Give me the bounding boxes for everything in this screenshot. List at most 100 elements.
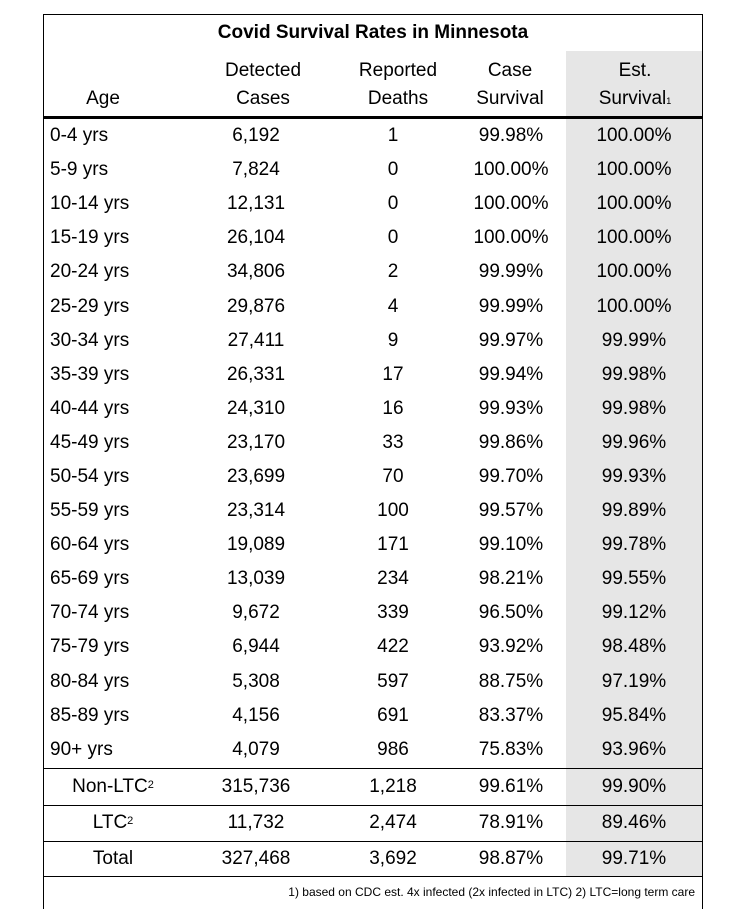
- table-row: 45-49 yrs 23,170 33 99.86% 99.96%: [43, 426, 703, 460]
- est-survival-cell: 98.48%: [601, 636, 667, 658]
- cases-cell: 4,156: [232, 704, 280, 726]
- cases-cell: 23,314: [226, 500, 286, 522]
- cases-cell: 12,131: [226, 193, 286, 215]
- case-survival-cell: 75.83%: [478, 738, 544, 760]
- case-survival-cell: 100.00%: [473, 193, 549, 215]
- summary-label: Non-LTC2: [72, 776, 154, 797]
- deaths-cell: 0: [387, 159, 399, 181]
- table-row: 90+ yrs 4,079 986 75.83% 93.96%: [43, 733, 703, 767]
- est-survival-cell: 100.00%: [596, 261, 672, 283]
- age-cell: 75-79 yrs: [50, 636, 130, 658]
- est-survival-cell: 99.98%: [601, 397, 667, 419]
- deaths-cell: 0: [387, 227, 399, 249]
- table-frame: [43, 14, 703, 909]
- deaths-cell: 171: [377, 534, 409, 556]
- cases-cell: 4,079: [232, 738, 280, 760]
- deaths-cell: 100: [377, 500, 409, 522]
- age-cell: 80-84 yrs: [50, 670, 130, 692]
- table-row: 65-69 yrs 13,039 234 98.21% 99.55%: [43, 562, 703, 596]
- cases-cell: 19,089: [226, 534, 286, 556]
- case-survival-cell: 96.50%: [478, 602, 544, 624]
- total-divider: [43, 876, 703, 877]
- table-row: 15-19 yrs 26,104 0 100.00% 100.00%: [43, 221, 703, 255]
- case-survival-cell: 99.94%: [478, 363, 544, 385]
- case-survival-cell: 99.97%: [478, 329, 544, 351]
- table-row: 50-54 yrs 23,699 70 99.70% 99.93%: [43, 460, 703, 494]
- age-cell: 90+ yrs: [50, 738, 113, 760]
- est-survival-cell: 100.00%: [596, 193, 672, 215]
- age-cell: 30-34 yrs: [50, 329, 130, 351]
- table-row: 60-64 yrs 19,089 171 99.10% 99.78%: [43, 528, 703, 562]
- age-cell: 35-39 yrs: [50, 363, 130, 385]
- table-row: 35-39 yrs 26,331 17 99.94% 99.98%: [43, 358, 703, 392]
- case-survival-cell: 100.00%: [473, 159, 549, 181]
- cases-cell: 9,672: [232, 602, 280, 624]
- cases-cell: 29,876: [226, 295, 286, 317]
- cases-cell: 24,310: [226, 397, 286, 419]
- case-survival-cell: 93.92%: [478, 636, 544, 658]
- est-survival-cell: 93.96%: [601, 738, 667, 760]
- age-cell: 10-14 yrs: [50, 193, 130, 215]
- age-cell: 20-24 yrs: [50, 261, 130, 283]
- cases-cell: 5,308: [232, 670, 280, 692]
- deaths-cell: 70: [382, 465, 404, 487]
- cases-cell: 26,104: [226, 227, 286, 249]
- case-survival-cell: 99.10%: [478, 534, 544, 556]
- est-survival-cell: 99.89%: [601, 500, 667, 522]
- age-cell: 85-89 yrs: [50, 704, 130, 726]
- summary-case-survival: 99.61%: [478, 776, 544, 797]
- deaths-cell: 1: [387, 125, 399, 147]
- est-survival-cell: 99.55%: [601, 568, 667, 590]
- case-survival-cell: 99.57%: [478, 500, 544, 522]
- est-survival-shading: [566, 51, 702, 876]
- table-row: 0-4 yrs 6,192 1 99.98% 100.00%: [43, 119, 703, 153]
- table-row: 40-44 yrs 24,310 16 99.93% 99.98%: [43, 392, 703, 426]
- est-survival-cell: 100.00%: [596, 125, 672, 147]
- table-row: 25-29 yrs 29,876 4 99.99% 100.00%: [43, 289, 703, 323]
- deaths-cell: 0: [387, 193, 399, 215]
- age-cell: 5-9 yrs: [50, 159, 109, 181]
- cases-cell: 6,192: [232, 125, 280, 147]
- case-survival-cell: 99.93%: [478, 397, 544, 419]
- summary-deaths: 2,474: [369, 812, 417, 833]
- case-survival-cell: 99.99%: [478, 295, 544, 317]
- deaths-cell: 691: [377, 704, 409, 726]
- cases-cell: 27,411: [227, 329, 285, 351]
- summary-row: LTC2 11,732 2,474 78.91% 89.46%: [43, 806, 703, 840]
- header-est-survival: Est. Survival1: [598, 60, 672, 109]
- cases-cell: 26,331: [226, 363, 286, 385]
- table-row: 10-14 yrs 12,131 0 100.00% 100.00%: [43, 187, 703, 221]
- deaths-cell: 986: [377, 738, 409, 760]
- summary-cases: 315,736: [221, 776, 291, 797]
- deaths-cell: 33: [382, 431, 404, 453]
- age-cell: 15-19 yrs: [50, 227, 130, 249]
- est-survival-cell: 100.00%: [596, 227, 672, 249]
- footnote: 1) based on CDC est. 4x infected (2x inf…: [288, 885, 695, 899]
- case-survival-cell: 83.37%: [478, 704, 544, 726]
- survival-table: 0-4 yrs 6,192 1 99.98% 100.00% 5-9 yrs 7,824 0 1…: [43, 119, 703, 767]
- cases-cell: 23,699: [226, 465, 286, 487]
- summary-est-survival: 89.46%: [601, 812, 667, 833]
- case-survival-cell: 98.21%: [478, 568, 544, 590]
- header-case-survival: Case Survival: [476, 60, 544, 109]
- deaths-cell: 422: [377, 636, 409, 658]
- cases-cell: 6,944: [232, 636, 280, 658]
- est-survival-cell: 95.84%: [601, 704, 667, 726]
- cases-cell: 13,039: [226, 568, 286, 590]
- est-survival-cell: 100.00%: [596, 295, 672, 317]
- table-title: Covid Survival Rates in Minnesota: [217, 22, 529, 43]
- summary-est-survival: 99.90%: [601, 776, 667, 797]
- table-row: 5-9 yrs 7,824 0 100.00% 100.00%: [43, 153, 703, 187]
- summary-case-survival: 78.91%: [478, 812, 544, 833]
- cases-cell: 34,806: [226, 261, 286, 283]
- summary-label: LTC2: [92, 812, 134, 833]
- age-cell: 55-59 yrs: [50, 500, 130, 522]
- case-survival-cell: 99.99%: [478, 261, 544, 283]
- summary-label: Total: [92, 848, 134, 869]
- age-cell: 45-49 yrs: [50, 431, 130, 453]
- table-row: 85-89 yrs 4,156 691 83.37% 95.84%: [43, 699, 703, 733]
- deaths-cell: 9: [387, 329, 399, 351]
- deaths-cell: 17: [382, 363, 404, 385]
- age-cell: 0-4 yrs: [50, 125, 109, 147]
- cases-cell: 23,170: [226, 431, 286, 453]
